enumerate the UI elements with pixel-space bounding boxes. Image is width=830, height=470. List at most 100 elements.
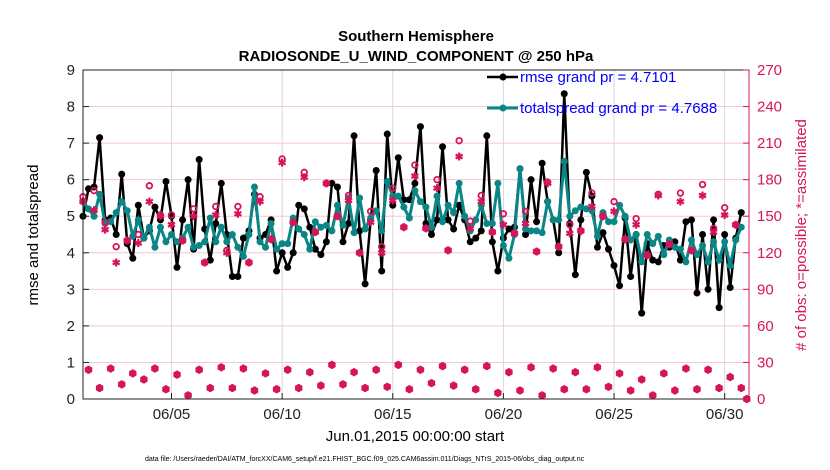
obs-assimilated-marker: [311, 228, 320, 237]
y-tick-label: 4: [67, 245, 75, 262]
totalspread-point: [85, 205, 93, 213]
totalspread-point: [533, 227, 541, 235]
totalspread-point: [156, 223, 164, 231]
totalspread-point: [422, 203, 430, 211]
y-tick-label: 0: [67, 391, 75, 408]
obs-possible-marker: [234, 202, 242, 211]
rmse-point: [638, 309, 646, 317]
obs-assimilated-marker: [549, 364, 558, 373]
rmse-point: [726, 284, 734, 292]
obs-assimilated-marker: [327, 360, 336, 369]
y-right-tick-label: 150: [757, 208, 782, 225]
rmse-point: [212, 220, 220, 228]
obs-assimilated-marker: [665, 240, 674, 249]
totalspread-point: [90, 212, 98, 220]
obs-assimilated-marker: [84, 365, 93, 374]
totalspread-point: [134, 216, 142, 224]
obs-assimilated-marker: [305, 368, 314, 377]
rmse-point: [239, 234, 247, 242]
obs-possible-marker: [566, 221, 574, 229]
rmse-point: [179, 216, 187, 224]
totalspread-point: [660, 251, 668, 259]
obs-assimilated-marker: [172, 370, 182, 379]
rmse-point: [704, 285, 712, 293]
obs-assimilated-marker: [637, 375, 646, 384]
totalspread-point: [566, 212, 574, 220]
obs-assimilated-marker: [515, 386, 525, 395]
data-file-footer: data file: /Users/raeder/DAI/ATM_forcXX/…: [145, 456, 585, 463]
rmse-point: [184, 176, 192, 184]
rmse-point: [278, 249, 286, 257]
totalspread-point: [732, 236, 740, 244]
obs-assimilated-marker: [715, 384, 724, 393]
rmse-point: [311, 245, 319, 253]
totalspread-point: [140, 234, 148, 242]
totalspread-point: [721, 238, 729, 246]
rmse-point: [195, 156, 203, 164]
obs-assimilated-marker: [488, 228, 497, 237]
obs-assimilated-marker: [200, 258, 209, 267]
totalspread-point: [356, 194, 364, 202]
y-tick-label: 6: [67, 172, 75, 189]
totalspread-point: [262, 243, 270, 251]
x-tick-label: 06/05: [153, 406, 191, 423]
totalspread-point: [151, 243, 159, 251]
obs-possible-marker: [212, 202, 220, 211]
obs-assimilated-marker: [587, 202, 596, 211]
obs-possible-marker: [499, 210, 508, 218]
totalspread-point: [145, 223, 153, 231]
totalspread-point: [505, 254, 513, 262]
totalspread-point: [162, 238, 170, 246]
obs-possible-marker: [411, 161, 419, 169]
totalspread-point: [339, 221, 347, 229]
rmse-point: [687, 216, 695, 224]
obs-assimilated-marker: [228, 384, 237, 393]
obs-assimilated-marker: [106, 364, 115, 373]
obs-assimilated-marker: [261, 369, 270, 378]
rmse-point: [488, 238, 496, 246]
obs-assimilated-marker: [300, 173, 309, 182]
totalspread-point: [582, 205, 590, 213]
rmse-point: [405, 196, 413, 204]
obs-assimilated-marker: [145, 197, 154, 206]
rmse-point: [649, 256, 657, 264]
rmse-point: [472, 234, 480, 242]
obs-assimilated-marker: [621, 235, 630, 244]
obs-assimilated-marker: [372, 365, 381, 374]
totalspread-point: [311, 218, 319, 226]
totalspread-point: [699, 241, 707, 249]
obs-possible-marker: [632, 214, 640, 223]
totalspread-point: [488, 220, 496, 228]
obs-assimilated-marker: [250, 386, 259, 395]
rmse-point: [389, 201, 397, 209]
rmse-point: [582, 168, 590, 176]
obs-assimilated-marker: [316, 381, 325, 390]
obs-assimilated-marker: [233, 209, 242, 218]
y-tick-label: 9: [67, 62, 75, 79]
y-right-tick-label: 120: [757, 245, 782, 262]
totalspread-point: [472, 216, 480, 224]
rmse-point: [273, 267, 281, 275]
obs-assimilated-marker: [244, 258, 253, 267]
plot-marks: [78, 90, 751, 403]
obs-possible-marker: [134, 230, 143, 239]
rmse-point: [439, 143, 447, 151]
chart-title-line2: RADIOSONDE_U_WIND_COMPONENT @ 250 hPa: [239, 48, 594, 65]
obs-possible-marker: [521, 207, 530, 216]
obs-assimilated-marker: [598, 212, 608, 221]
rmse-point: [356, 227, 364, 235]
obs-assimilated-marker: [278, 158, 287, 167]
rmse-point: [289, 249, 297, 257]
totalspread-point: [411, 187, 419, 195]
obs-possible-marker: [455, 136, 463, 145]
axis-ticks: 0 0 1 30 2 60 3 90 4 120 5 150 6 180 7 210 8 240 9 270 06/05…: [67, 62, 782, 423]
obs-assimilated-marker: [156, 212, 165, 221]
totalspread-point: [604, 218, 612, 226]
rmse-point: [737, 209, 745, 217]
totalspread-point: [383, 177, 391, 185]
rmse-point: [228, 273, 236, 281]
y-right-tick-label: 90: [757, 281, 774, 298]
totalspread-point: [333, 201, 341, 209]
rmse-point: [345, 220, 353, 228]
y-right-tick-label: 0: [757, 391, 765, 408]
